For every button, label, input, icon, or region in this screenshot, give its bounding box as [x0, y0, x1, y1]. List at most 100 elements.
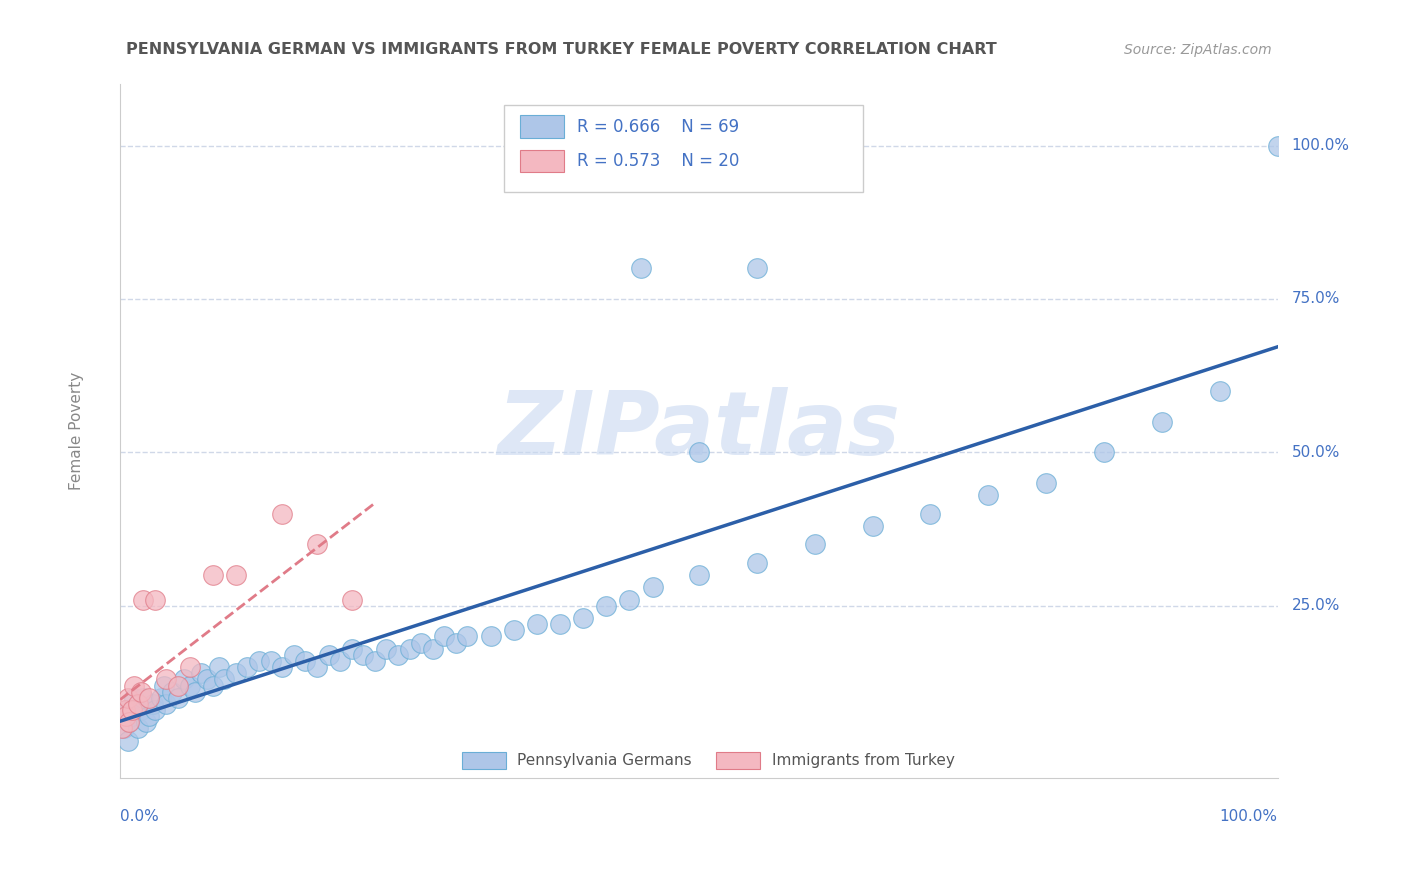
- Point: [132, 690, 155, 705]
- Point: [329, 654, 352, 668]
- Point: [595, 599, 617, 613]
- Point: [422, 641, 444, 656]
- Point: [135, 715, 157, 730]
- Text: 50.0%: 50.0%: [1292, 445, 1340, 460]
- Point: [138, 690, 160, 705]
- Point: [247, 654, 270, 668]
- Text: R = 0.666    N = 69: R = 0.666 N = 69: [578, 118, 740, 136]
- Point: [340, 592, 363, 607]
- Text: 100.0%: 100.0%: [1292, 138, 1350, 153]
- Point: [411, 635, 433, 649]
- Point: [167, 679, 190, 693]
- Point: [155, 697, 177, 711]
- Point: [387, 648, 409, 662]
- Point: [1035, 476, 1057, 491]
- Point: [305, 660, 328, 674]
- Point: [143, 592, 166, 607]
- Point: [143, 703, 166, 717]
- Point: [225, 568, 247, 582]
- Point: [127, 697, 149, 711]
- Point: [184, 684, 207, 698]
- Point: [121, 709, 143, 723]
- Point: [271, 507, 294, 521]
- Point: [688, 568, 710, 582]
- Point: [641, 580, 664, 594]
- Point: [305, 537, 328, 551]
- Point: [271, 660, 294, 674]
- Text: Female Poverty: Female Poverty: [69, 372, 84, 490]
- Point: [121, 703, 143, 717]
- Point: [118, 715, 141, 730]
- Point: [294, 654, 316, 668]
- Point: [364, 654, 387, 668]
- Point: [745, 556, 768, 570]
- Point: [179, 679, 201, 693]
- Point: [117, 690, 139, 705]
- Point: [153, 679, 176, 693]
- Point: [375, 641, 398, 656]
- Point: [236, 660, 259, 674]
- Point: [142, 697, 165, 711]
- Point: [122, 679, 145, 693]
- Point: [132, 592, 155, 607]
- FancyBboxPatch shape: [505, 105, 863, 192]
- Point: [526, 617, 548, 632]
- Point: [118, 715, 141, 730]
- Point: [167, 690, 190, 705]
- Text: R = 0.573    N = 20: R = 0.573 N = 20: [578, 153, 740, 170]
- Text: Immigrants from Turkey: Immigrants from Turkey: [772, 754, 955, 768]
- Point: [155, 673, 177, 687]
- Point: [114, 703, 136, 717]
- Point: [201, 679, 224, 693]
- Text: 100.0%: 100.0%: [1220, 809, 1278, 824]
- Point: [862, 519, 884, 533]
- Point: [1092, 445, 1115, 459]
- Point: [456, 630, 478, 644]
- Point: [479, 630, 502, 644]
- Point: [352, 648, 374, 662]
- Point: [115, 703, 138, 717]
- Point: [977, 488, 1000, 502]
- Point: [688, 445, 710, 459]
- Text: Pennsylvania Germans: Pennsylvania Germans: [517, 754, 692, 768]
- Point: [112, 722, 135, 736]
- Point: [1267, 138, 1289, 153]
- Point: [572, 611, 595, 625]
- Point: [259, 654, 281, 668]
- Point: [630, 261, 652, 276]
- Point: [115, 709, 138, 723]
- Text: Source: ZipAtlas.com: Source: ZipAtlas.com: [1125, 43, 1272, 56]
- Point: [179, 660, 201, 674]
- Point: [122, 690, 145, 705]
- Point: [920, 507, 942, 521]
- FancyBboxPatch shape: [461, 752, 506, 769]
- Point: [117, 733, 139, 747]
- Point: [318, 648, 340, 662]
- Point: [195, 673, 218, 687]
- Point: [225, 666, 247, 681]
- Point: [803, 537, 825, 551]
- Point: [502, 624, 524, 638]
- Point: [173, 673, 195, 687]
- Text: 0.0%: 0.0%: [120, 809, 159, 824]
- Text: PENNSYLVANIA GERMAN VS IMMIGRANTS FROM TURKEY FEMALE POVERTY CORRELATION CHART: PENNSYLVANIA GERMAN VS IMMIGRANTS FROM T…: [127, 42, 997, 56]
- Point: [745, 261, 768, 276]
- Text: 25.0%: 25.0%: [1292, 599, 1340, 614]
- Point: [444, 635, 467, 649]
- Point: [138, 709, 160, 723]
- Point: [433, 630, 456, 644]
- Point: [619, 592, 641, 607]
- Point: [207, 660, 229, 674]
- Point: [1150, 415, 1173, 429]
- Point: [201, 568, 224, 582]
- FancyBboxPatch shape: [520, 115, 564, 137]
- Point: [127, 722, 149, 736]
- Point: [111, 722, 134, 736]
- Point: [190, 666, 212, 681]
- Point: [149, 690, 172, 705]
- Point: [214, 673, 236, 687]
- FancyBboxPatch shape: [716, 752, 761, 769]
- FancyBboxPatch shape: [520, 150, 564, 172]
- Text: ZIPatlas: ZIPatlas: [498, 387, 900, 475]
- Point: [129, 684, 152, 698]
